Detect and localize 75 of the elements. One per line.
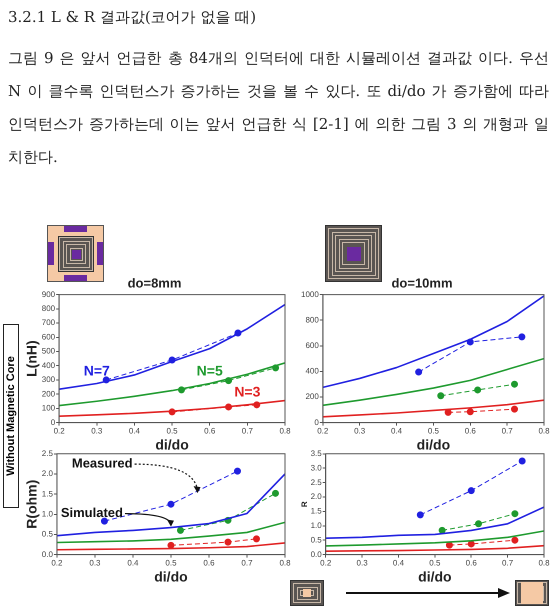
y-tick-label: 500 [42,346,56,356]
x-tick-label: 0.3 [354,426,366,436]
y-axis-title: R(ohm) [23,480,40,529]
y-tick-label: 200 [305,392,320,402]
y-axis-title: L(nH) [23,340,40,377]
x-tick-label: 0.8 [538,426,550,436]
y-tick-label: 0.5 [310,535,322,544]
x-tick-label: 0.3 [91,426,103,436]
y-tick-label: 0 [314,418,320,427]
x-tick-label: 0.5 [429,558,441,568]
x-tick-label: 0.5 [428,426,440,436]
x-tick-label: 0.6 [464,426,476,436]
y-tick-label: 400 [42,360,56,370]
y-tick-label: 0.0 [310,550,322,559]
series-label: N=7 [84,362,110,378]
y-tick-label: 2.5 [42,449,54,458]
x-axis-title: di/do [155,436,189,452]
series-label: N=5 [196,362,223,378]
y-tick-label: 200 [42,389,56,398]
text: 3.2.1 L & R 결과값(코어가 없을 때) [8,8,258,26]
x-tick-label: 0.5 [166,426,178,436]
x-tick-label: 0.7 [502,558,514,568]
text: Without Magnetic Core [5,356,17,476]
y-tick-label: 0 [50,418,56,427]
x-tick-label: 0.3 [89,558,102,568]
x-tick-label: 0.5 [165,558,178,568]
x-tick-label: 0.2 [51,558,64,568]
y-tick-label: 400 [305,366,320,376]
x-axis-title: di/do [154,568,188,584]
x-tick-label: 0.6 [203,558,216,568]
y-tick-label: 0.0 [42,550,54,559]
y-tick-label: 700 [42,318,56,328]
x-tick-label: 0.2 [320,558,332,568]
y-tick-label: 300 [42,375,56,384]
y-axis-title: R [300,501,310,508]
chart-title: do=10mm [391,275,453,290]
y-tick-label: 900 [42,290,56,299]
annotation: Simulated [60,505,124,520]
x-tick-label: 0.4 [128,426,141,436]
x-tick-label: 0.3 [356,558,368,568]
x-tick-label: 0.2 [54,426,66,436]
y-tick-label: 800 [42,304,56,314]
y-tick-label: 600 [305,341,320,350]
x-tick-label: 0.4 [127,558,140,568]
x-tick-label: 0.8 [538,558,550,568]
x-tick-label: 0.7 [242,426,254,436]
y-tick-label: 100 [42,404,56,413]
x-tick-label: 0.2 [317,426,329,436]
y-tick-label: 2.0 [310,492,322,502]
y-tick-label: 1.0 [42,509,54,518]
x-tick-label: 0.6 [204,426,216,436]
y-tick-label: 3.5 [310,449,322,458]
x-axis-title: di/do [418,568,452,584]
y-tick-label: 1.5 [310,506,322,516]
series-label: N=3 [234,384,261,400]
y-tick-label: 3.0 [310,463,322,472]
x-tick-label: 0.7 [241,558,254,568]
x-tick-label: 0.7 [502,426,514,436]
caption: 그림 9 은 앞서 언급한 총 84개의 인덕터에 대한 시뮬레이션 결과값 이다. 우선 N 이 클수록 인덕턴스가 증가하는 것을 볼 수 있다. 또 di/do 가 증가함에 따라 인덕턴스가 증가하는데 이는 앞서 언급한 식 [2-1] 에 의한 그림 3 의 개형과 일치한다. [8,48,549,168]
y-tick-label: 1.5 [42,489,54,498]
x-tick-label: 0.6 [466,558,478,568]
y-tick-label: 2.0 [42,469,54,478]
y-tick-label: 0.5 [42,530,54,539]
x-tick-label: 0.8 [279,558,292,568]
x-tick-label: 0.8 [279,426,292,436]
annotation: Measured [72,456,133,471]
y-tick-label: 1000 [301,290,320,299]
y-tick-label: 1.0 [310,521,322,530]
chart-title: do=8mm [128,275,182,290]
x-axis-title: di/do [416,436,450,452]
y-tick-label: 800 [305,315,320,324]
y-tick-label: 600 [42,332,56,342]
x-tick-label: 0.4 [390,426,403,436]
x-tick-label: 0.4 [392,558,405,568]
y-tick-label: 2.5 [310,478,322,487]
